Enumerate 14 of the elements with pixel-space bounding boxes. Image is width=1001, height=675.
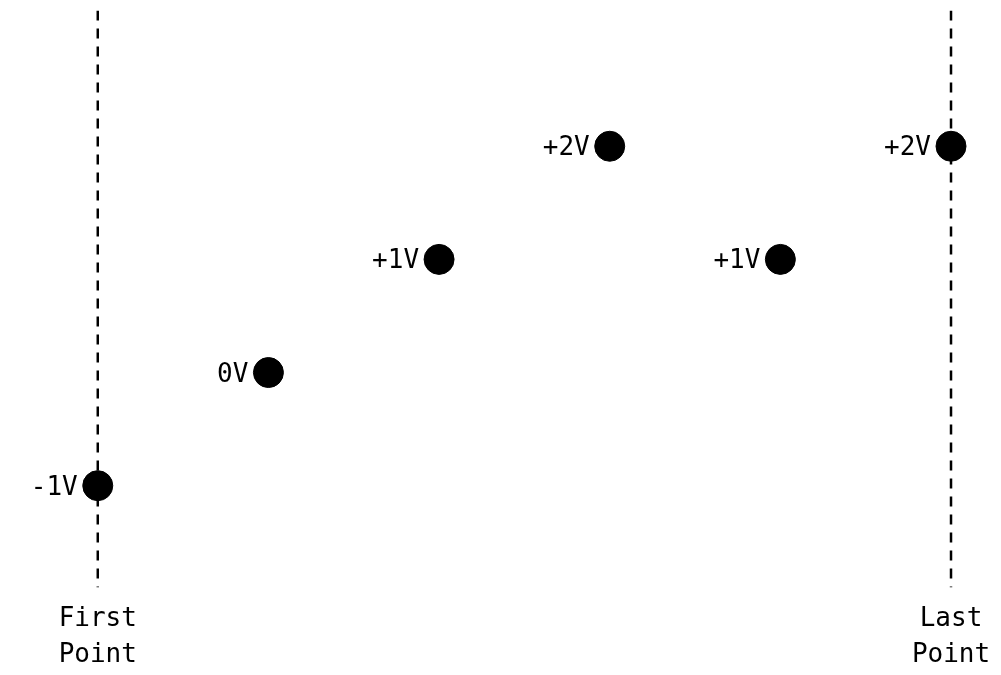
point	[764, 243, 796, 275]
x-tick-label: First Point	[58, 601, 137, 668]
point	[935, 130, 967, 162]
x-tick-label: Last Point	[911, 601, 991, 668]
data-label: +1V	[713, 244, 761, 275]
point	[252, 357, 284, 389]
data-label: +2V	[884, 131, 932, 162]
data-label: +2V	[542, 131, 590, 162]
point	[82, 470, 114, 502]
point	[594, 130, 626, 162]
data-label: 0V	[217, 357, 249, 388]
data-label: -1V	[30, 470, 78, 501]
point	[423, 243, 455, 275]
data-label: +1V	[372, 244, 420, 275]
